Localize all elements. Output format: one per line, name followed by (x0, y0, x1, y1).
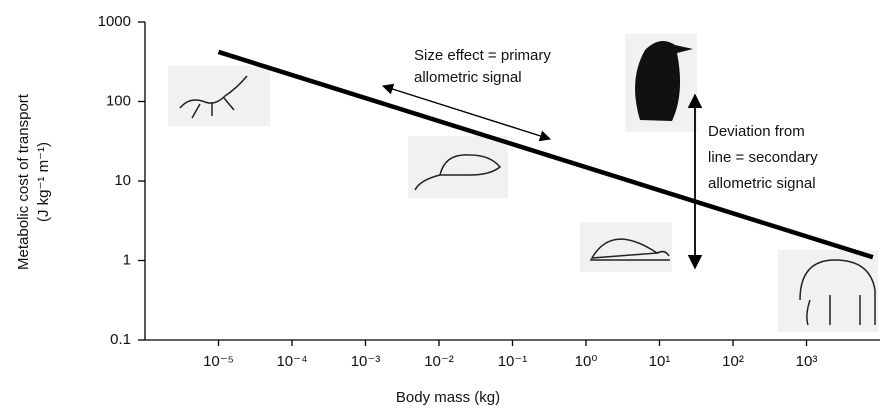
annotation: Deviation from (708, 123, 805, 140)
x-tick-label: 10³ (796, 353, 818, 370)
x-tick-label: 10⁻⁴ (276, 353, 307, 370)
x-tick-label: 10² (722, 353, 744, 370)
illustrations (168, 34, 878, 332)
y-tick-label: 10 (114, 172, 131, 189)
y-tick-label: 1 (123, 251, 131, 268)
x-tick-label: 10⁻¹ (498, 353, 528, 370)
ant-picture (168, 66, 270, 126)
elephant-picture (778, 250, 878, 332)
turtle-sketch (590, 238, 670, 261)
x-tick-label: 10⁻³ (351, 353, 381, 370)
x-tick-label: 10⁻² (424, 353, 454, 370)
ant-sketch (179, 75, 248, 119)
annotation: Size effect = primary (414, 47, 551, 64)
annotation: allometric signal (414, 69, 522, 86)
annotation: line = secondary (708, 149, 818, 166)
x-tick-label: 10⁻⁵ (203, 353, 234, 370)
elephant-sketch (799, 259, 876, 326)
mouse-picture (408, 136, 508, 198)
turtle-picture (580, 222, 672, 272)
x-tick-label: 10¹ (649, 353, 671, 370)
trend-line (217, 49, 874, 260)
y-tick-label: 100 (106, 92, 131, 109)
mouse-sketch (414, 154, 502, 191)
y-tick-label: 1000 (98, 13, 131, 30)
x-axis-title: Body mass (kg) (396, 389, 500, 406)
y-tick-label: 0.1 (110, 331, 131, 348)
y-axis-title: Metabolic cost of transport (15, 93, 32, 270)
x-tick-label: 10⁰ (575, 353, 598, 370)
size-effect-arrow (381, 83, 552, 142)
annotation: allometric signal (708, 175, 816, 192)
y-axis-title-units: (J kg⁻¹ m⁻¹) (35, 142, 52, 222)
penguin-sketch (635, 41, 693, 121)
